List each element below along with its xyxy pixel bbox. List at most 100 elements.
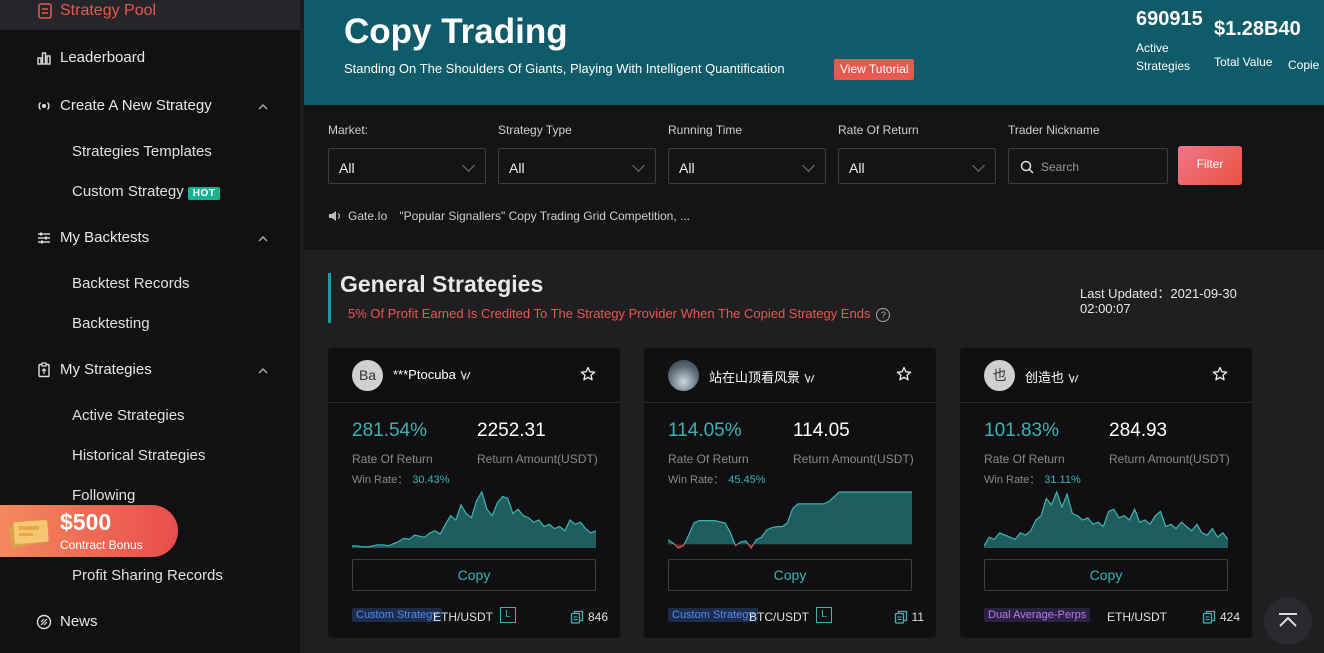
- stat-value: 690915: [1136, 8, 1203, 30]
- bar-chart-icon: [37, 51, 51, 65]
- page-title: Copy Trading: [344, 12, 568, 51]
- card-header: 站在山顶看风景: [644, 348, 936, 403]
- strategy-type-select[interactable]: All: [498, 148, 656, 184]
- ticker-text: "Popular Signallers" Copy Trading Grid C…: [399, 209, 691, 223]
- copy-button[interactable]: Copy: [668, 559, 912, 591]
- chevron-down-icon: [972, 159, 985, 172]
- sidebar-item-strategy-pool[interactable]: Strategy Pool: [0, 0, 300, 30]
- hot-badge: HOT: [187, 187, 221, 200]
- copy-icon: [570, 610, 584, 624]
- copy-button[interactable]: Copy: [984, 559, 1228, 591]
- strategy-type-tag: Custom Strategy: [352, 608, 442, 622]
- return-sparkline: [352, 490, 596, 548]
- sidebar-item-following[interactable]: Following: [72, 487, 136, 504]
- sidebar-item-label: Strategy Pool: [60, 2, 157, 19]
- sidebar-item-label: Leaderboard: [60, 49, 146, 66]
- sliders-icon: [38, 232, 50, 243]
- running-time-label: Running Time: [668, 123, 743, 137]
- trading-pair: ETH/USDT: [1107, 610, 1167, 624]
- copiers-count-value: 11: [911, 610, 924, 624]
- avatar: 也: [984, 360, 1015, 391]
- chevron-up-icon[interactable]: [258, 234, 268, 244]
- rate-of-return-value: 101.83%: [984, 420, 1060, 441]
- return-amount-value: 114.05: [793, 420, 850, 441]
- view-tutorial-button[interactable]: View Tutorial: [834, 59, 915, 80]
- scroll-to-top-button[interactable]: [1264, 597, 1312, 645]
- sidebar-item-profit-sharing-records[interactable]: Profit Sharing Records: [72, 567, 223, 584]
- sidebar-item-my-backtests[interactable]: My Backtests: [36, 229, 149, 246]
- win-rate: Win Rate： 30.43%: [352, 471, 450, 487]
- copiers-count-value: 424: [1219, 610, 1240, 624]
- rate-of-return-value: 281.54%: [352, 420, 428, 441]
- star-icon[interactable]: [580, 366, 596, 382]
- chevron-up-icon[interactable]: [258, 102, 268, 112]
- contract-bonus-promo[interactable]: $500 Contract Bonus: [0, 505, 178, 557]
- chevron-down-icon: [632, 159, 645, 172]
- sidebar-item-active-strategies[interactable]: Active Strategies: [72, 407, 185, 424]
- trader-name-text: 站在山顶看风景: [709, 370, 801, 385]
- strategy-card[interactable]: Ba ***Ptocuba 281.54% 2252.31 Rate Of Re…: [328, 348, 620, 638]
- copiers-count-value: 846: [587, 610, 608, 624]
- strategy-card[interactable]: 站在山顶看风景 114.05% 114.05 Rate Of Return Re…: [644, 348, 936, 638]
- market-label: Market:: [328, 123, 369, 137]
- futures-ticket-icon: [8, 519, 49, 548]
- win-rate-value: 45.45%: [728, 474, 766, 486]
- stat-value: $1.28B40: [1214, 18, 1301, 40]
- card-header: 也 创造也: [960, 348, 1252, 403]
- running-time-select[interactable]: All: [668, 148, 826, 184]
- speaker-icon: [329, 211, 340, 221]
- copiers-count: 11: [894, 610, 924, 624]
- stat-label: Copie: [1288, 58, 1320, 72]
- search-placeholder: Search: [1041, 160, 1080, 174]
- trader-name[interactable]: ***Ptocuba: [393, 367, 471, 382]
- rate-of-return-label: Rate Of Return: [984, 452, 1065, 466]
- banner-subtitle: Standing On The Shoulders Of Giants, Pla…: [344, 61, 785, 76]
- sidebar-item-my-strategies[interactable]: My Strategies: [36, 361, 152, 378]
- rank-icon: [804, 373, 815, 384]
- sidebar-item-backtest-records[interactable]: Backtest Records: [72, 275, 190, 292]
- sidebar-item-leaderboard[interactable]: Leaderboard: [36, 49, 145, 66]
- sidebar-item-historical-strategies[interactable]: Historical Strategies: [72, 447, 206, 464]
- rate-of-return-select[interactable]: All: [838, 148, 996, 184]
- chevron-up-icon[interactable]: [258, 366, 268, 376]
- strategy-type-tag: Dual Average-Perps: [984, 608, 1091, 622]
- strategy-card[interactable]: 也 创造也 101.83% 284.93 Rate Of Return Retu…: [960, 348, 1252, 638]
- sidebar-item-create-strategy[interactable]: Create A New Strategy: [36, 97, 212, 114]
- trader-name[interactable]: 创造也: [1025, 367, 1079, 386]
- stat-total-value: $1.28B40 Total Value: [1214, 18, 1301, 71]
- trader-name-text: 创造也: [1025, 370, 1065, 385]
- sidebar-item-custom-strategy[interactable]: Custom Strategy HOT: [72, 183, 221, 200]
- return-amount-value: 2252.31: [477, 420, 546, 441]
- copiers-count: 846: [570, 610, 608, 624]
- rate-of-return-label: Rate Of Return: [668, 452, 749, 466]
- copiers-count: 424: [1202, 610, 1240, 624]
- sidebar-item-strategies-templates[interactable]: Strategies Templates: [72, 143, 212, 160]
- clipboard-icon: [38, 361, 50, 377]
- filter-button[interactable]: Filter: [1178, 146, 1242, 185]
- copy-button[interactable]: Copy: [352, 559, 596, 591]
- select-value: All: [849, 160, 865, 176]
- return-amount-label: Return Amount(USDT): [1109, 452, 1230, 466]
- stat-copiers: Copie: [1288, 48, 1324, 74]
- sidebar-item-backtesting[interactable]: Backtesting: [72, 315, 150, 332]
- ticker-source: Gate.Io: [348, 209, 388, 223]
- trader-name[interactable]: 站在山顶看风景: [709, 367, 815, 386]
- rank-icon: [1068, 373, 1079, 384]
- market-select[interactable]: All: [328, 148, 486, 184]
- chevron-down-icon: [462, 159, 475, 172]
- announcement-ticker[interactable]: Gate.Io "Popular Signallers" Copy Tradin…: [328, 209, 690, 223]
- leverage-badge: L: [500, 607, 516, 623]
- star-icon[interactable]: [896, 366, 912, 382]
- broadcast-icon: [38, 101, 50, 110]
- leverage-badge: L: [816, 607, 832, 623]
- sidebar-item-label: News: [60, 613, 98, 630]
- filter-bar: Market: All Strategy Type All Running Ti…: [304, 105, 1324, 250]
- news-icon: [36, 614, 52, 629]
- star-icon[interactable]: [1212, 366, 1228, 382]
- sparkline-negative-area: [674, 544, 754, 548]
- chevron-down-icon: [802, 159, 815, 172]
- sidebar-item-news[interactable]: News: [36, 613, 98, 630]
- sparkline-positive-line: [352, 490, 596, 548]
- trader-search-input[interactable]: Search: [1008, 148, 1168, 184]
- select-value: All: [339, 160, 355, 176]
